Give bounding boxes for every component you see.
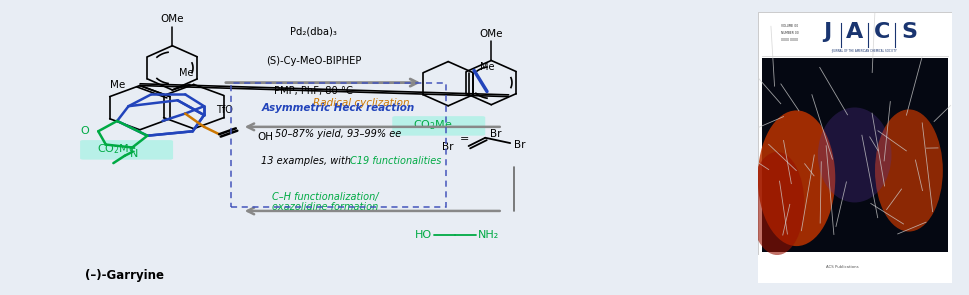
Text: Br: Br <box>514 140 525 150</box>
Bar <box>758 255 952 283</box>
Text: $\mathregular{CO_2Me}$: $\mathregular{CO_2Me}$ <box>97 142 137 156</box>
Text: $\mathregular{CO_2Me}$: $\mathregular{CO_2Me}$ <box>413 118 453 132</box>
Text: (–)-Garryine: (–)-Garryine <box>85 269 164 282</box>
Text: NH₂: NH₂ <box>478 230 499 240</box>
Text: 13 examples, with: 13 examples, with <box>261 156 354 166</box>
Text: Br: Br <box>489 129 501 139</box>
Bar <box>762 58 948 252</box>
Text: S: S <box>901 22 917 42</box>
Text: 50–87% yield, 93–99% ee: 50–87% yield, 93–99% ee <box>275 129 402 139</box>
Bar <box>231 83 446 206</box>
Text: =: = <box>460 135 470 145</box>
Text: Asymmetric Heck reaction: Asymmetric Heck reaction <box>262 103 416 113</box>
Text: ACS Publications: ACS Publications <box>826 265 859 269</box>
Text: Pd₂(dba)₃: Pd₂(dba)₃ <box>291 27 337 37</box>
Ellipse shape <box>758 110 835 246</box>
Text: TfO: TfO <box>216 104 234 114</box>
Ellipse shape <box>875 109 943 232</box>
Text: J: J <box>824 22 831 42</box>
Text: Me: Me <box>480 62 494 72</box>
Text: Radical cyclization: Radical cyclization <box>313 98 410 108</box>
Text: PMP, PhF, 80 °C: PMP, PhF, 80 °C <box>274 86 353 96</box>
Text: oxazolidine formation: oxazolidine formation <box>272 202 378 212</box>
Text: JOURNAL OF THE AMERICAN CHEMICAL SOCIETY: JOURNAL OF THE AMERICAN CHEMICAL SOCIETY <box>831 49 897 53</box>
Text: N: N <box>130 149 138 159</box>
Text: C–H functionalization/: C–H functionalization/ <box>271 192 378 202</box>
Text: VOLUME 00: VOLUME 00 <box>781 24 798 28</box>
Text: C: C <box>874 22 890 42</box>
Text: (S)-Cy-MeO-BIPHEP: (S)-Cy-MeO-BIPHEP <box>266 56 361 66</box>
Text: 0000 0000: 0000 0000 <box>781 37 798 42</box>
Text: OMe: OMe <box>161 14 184 24</box>
Ellipse shape <box>750 152 804 255</box>
Text: HO: HO <box>415 230 432 240</box>
Text: OMe: OMe <box>480 29 503 39</box>
Text: Me: Me <box>109 80 125 90</box>
Text: A: A <box>846 22 863 42</box>
Text: O: O <box>80 126 89 136</box>
Text: Br: Br <box>442 142 453 153</box>
Text: NUMBER 00: NUMBER 00 <box>781 31 798 35</box>
FancyBboxPatch shape <box>80 140 173 160</box>
FancyBboxPatch shape <box>392 116 485 136</box>
Ellipse shape <box>818 107 891 202</box>
Text: OH: OH <box>257 132 273 142</box>
Text: Me: Me <box>179 68 194 78</box>
Text: C19 functionalities: C19 functionalities <box>350 156 441 166</box>
